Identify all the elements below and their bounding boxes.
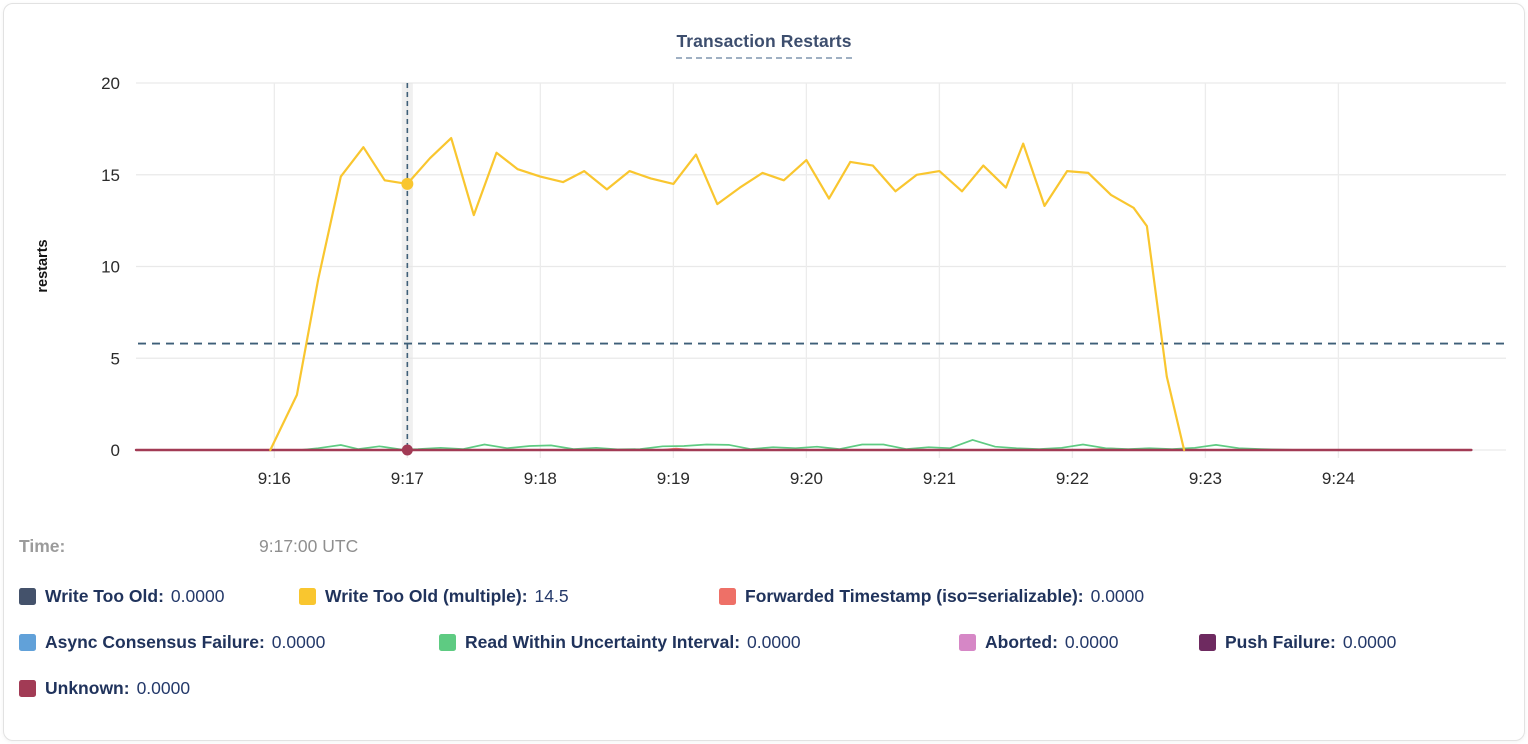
legend-value: 0.0000 <box>1090 586 1145 606</box>
legend-swatch <box>959 634 976 651</box>
chart-title[interactable]: Transaction Restarts <box>676 31 852 59</box>
y-tick-label: 15 <box>101 166 120 185</box>
legend-item-forwarded-timestamp-iso-serializable[interactable]: Forwarded Timestamp (iso=serializable): 0… <box>719 586 1144 607</box>
legend-row: Unknown: 0.0000 <box>4 678 1524 724</box>
y-tick-label: 10 <box>101 258 120 277</box>
legend-item-write-too-old-multiple[interactable]: Write Too Old (multiple): 14.5 <box>299 586 569 607</box>
cursor-dot-unknown <box>401 444 413 456</box>
legend-swatch <box>19 634 36 651</box>
y-tick-label: 5 <box>111 349 120 368</box>
legend-row: Async Consensus Failure: 0.0000 Read Withi… <box>4 632 1524 678</box>
x-tick-label: 9:16 <box>258 469 291 488</box>
legend-label: Write Too Old (multiple): <box>325 586 528 606</box>
legend-value: 0.0000 <box>1064 632 1119 652</box>
legend-row: Write Too Old: 0.0000 Write Too Old (multi… <box>4 586 1524 632</box>
x-tick-label: 9:18 <box>524 469 557 488</box>
cursor-dot-write-too-old-multiple <box>401 177 414 190</box>
legend-swatch <box>19 588 36 605</box>
legend-label: Read Within Uncertainty Interval: <box>465 632 741 652</box>
legend: Write Too Old: 0.0000 Write Too Old (multi… <box>4 586 1524 724</box>
x-tick-label: 9:22 <box>1056 469 1089 488</box>
legend-item-push-failure[interactable]: Push Failure: 0.0000 <box>1199 632 1396 653</box>
legend-value: 0.0000 <box>170 586 225 606</box>
legend-label: Write Too Old: <box>45 586 164 606</box>
legend-label: Push Failure: <box>1225 632 1336 652</box>
legend-item-aborted[interactable]: Aborted: 0.0000 <box>959 632 1118 653</box>
legend-item-read-within-uncertainty-interval[interactable]: Read Within Uncertainty Interval: 0.0000 <box>439 632 801 653</box>
legend-swatch <box>299 588 316 605</box>
legend-value: 0.0000 <box>271 632 326 652</box>
x-tick-label: 9:17 <box>391 469 424 488</box>
y-tick-label: 20 <box>101 74 120 93</box>
legend-value: 0.0000 <box>1342 632 1397 652</box>
chart-header: Transaction Restarts <box>4 4 1524 59</box>
y-axis-title: restarts <box>35 239 51 292</box>
x-tick-label: 9:21 <box>923 469 956 488</box>
legend-label: Async Consensus Failure: <box>45 632 265 652</box>
hover-time-value: 9:17:00 UTC <box>259 536 359 556</box>
hover-time-label: Time: <box>19 536 66 556</box>
legend-label: Forwarded Timestamp (iso=serializable): <box>745 586 1084 606</box>
series-line-write-too-old-multiple[interactable] <box>269 136 1186 452</box>
legend-swatch <box>19 680 36 697</box>
x-tick-label: 9:20 <box>790 469 823 488</box>
legend-swatch <box>439 634 456 651</box>
legend-value: 14.5 <box>534 586 569 606</box>
transaction-restarts-card: Transaction Restarts 0 5 10 15 20 9:16 9:17 9:1… <box>3 3 1525 741</box>
legend-value: 0.0000 <box>136 678 191 698</box>
legend-value: 0.0000 <box>747 632 801 652</box>
legend-label: Unknown: <box>45 678 130 698</box>
x-tick-label: 9:19 <box>657 469 690 488</box>
legend-item-write-too-old[interactable]: Write Too Old: 0.0000 <box>19 586 224 607</box>
legend-swatch <box>719 588 736 605</box>
legend-swatch <box>1199 634 1216 651</box>
series-line-read-within-uncertainty-interval[interactable] <box>300 439 1300 451</box>
transaction-restarts-chart[interactable]: 0 5 10 15 20 9:16 9:17 9:18 9:19 9:20 9:21 9:22 9:23… <box>4 55 1525 500</box>
legend-label: Aborted: <box>985 632 1058 652</box>
y-tick-label: 0 <box>111 441 120 460</box>
legend-item-async-consensus-failure[interactable]: Async Consensus Failure: 0.0000 <box>19 632 325 653</box>
legend-item-unknown[interactable]: Unknown: 0.0000 <box>19 678 190 699</box>
x-tick-label: 9:23 <box>1189 469 1222 488</box>
x-tick-label: 9:24 <box>1322 469 1355 488</box>
hover-time-row: Time: 9:17:00 UTC <box>4 536 1524 560</box>
